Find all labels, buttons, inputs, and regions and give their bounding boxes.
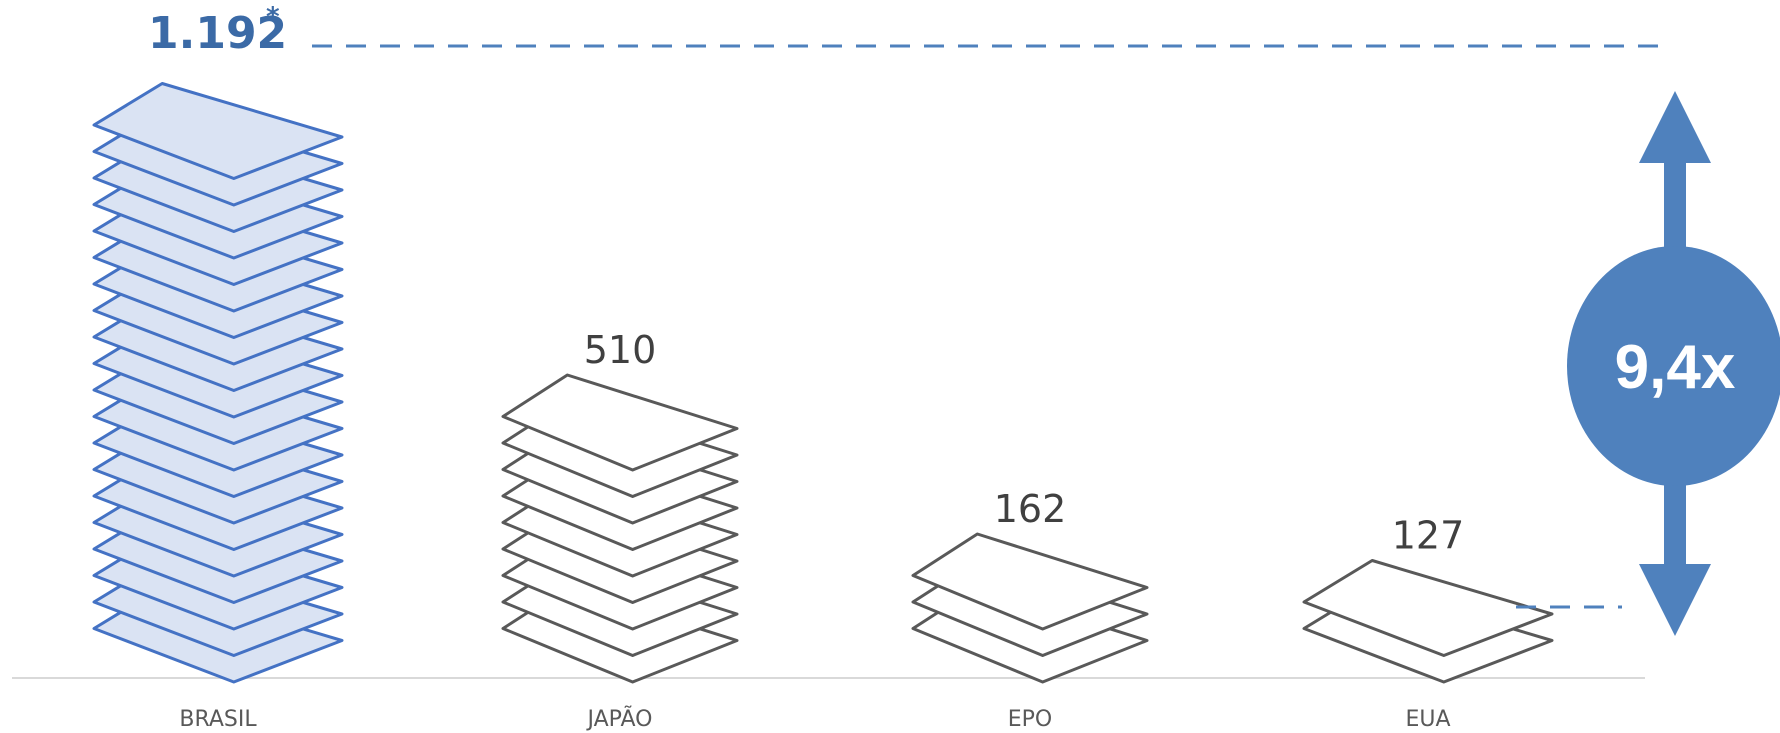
- category-label: BRASIL: [179, 707, 257, 732]
- reference-lines: [312, 44, 1672, 609]
- bar-sheet: [911, 532, 1149, 631]
- arrow-down-icon: [1639, 564, 1711, 636]
- bar-sheet: [92, 82, 344, 180]
- ratio-label: 9,4x: [1615, 333, 1736, 402]
- category-label: JAPÃO: [586, 705, 653, 732]
- bar-sheet: [1302, 559, 1554, 657]
- bar-epo: [911, 532, 1149, 684]
- bar-sheet: [501, 373, 739, 472]
- category-label: EPO: [1008, 707, 1052, 732]
- ratio-indicator: 9,4x: [1567, 91, 1780, 636]
- value-label-brasil: 1.192: [148, 8, 287, 59]
- bar-eua: [1302, 559, 1554, 684]
- category-label: EUA: [1405, 707, 1450, 732]
- footnote-mark: *: [266, 2, 280, 32]
- value-label-eua: 127: [1392, 514, 1465, 558]
- bar-brasil: [92, 82, 344, 684]
- value-label-japao: 510: [584, 328, 657, 372]
- value-label-epo: 162: [994, 487, 1067, 531]
- labels-group: BRASIL JAPÃO EPO EUA 1.192* 510 162 127: [148, 2, 1464, 732]
- arrow-up-icon: [1639, 91, 1711, 163]
- bars-group: [92, 82, 1554, 684]
- bar-japao: [501, 373, 739, 684]
- ratio-circle: [1567, 246, 1780, 486]
